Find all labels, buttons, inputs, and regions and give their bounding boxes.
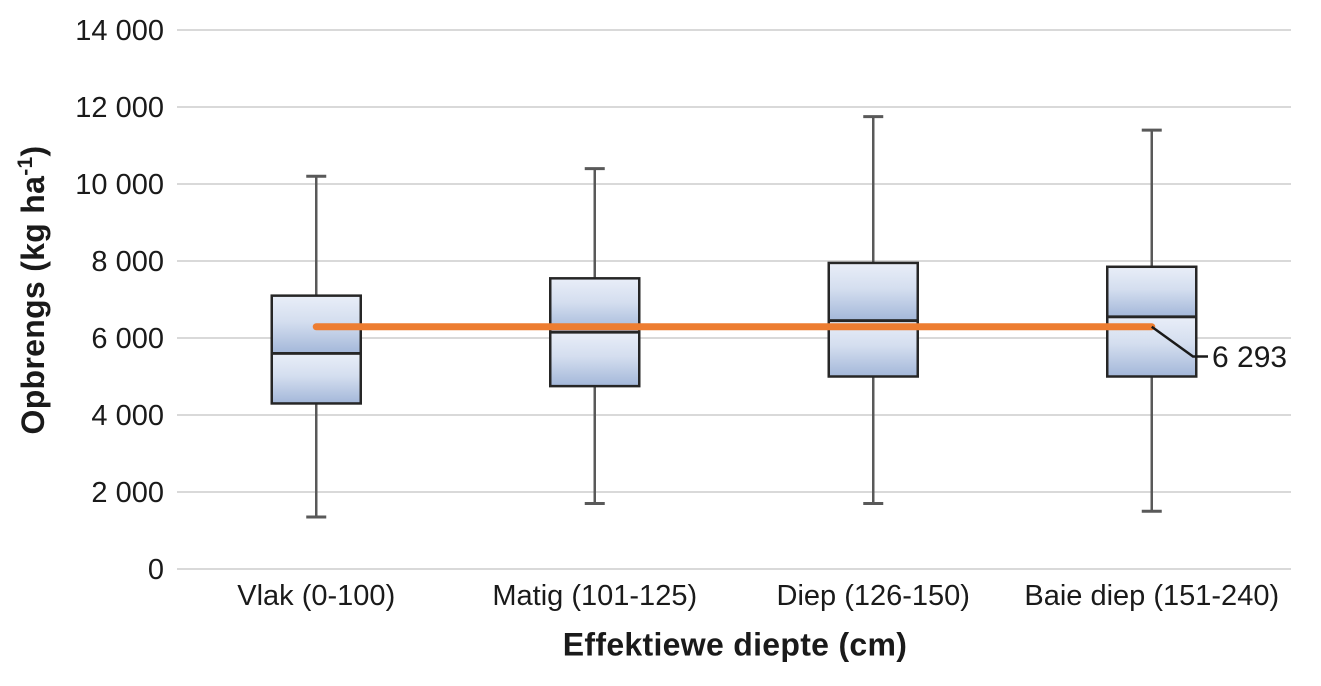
y-axis-title-text: Opbrengs (kg ha xyxy=(14,175,51,435)
x-axis-title: Effektiewe diepte (cm) xyxy=(562,626,908,663)
x-category-label: Diep (126-150) xyxy=(777,580,970,612)
y-tick-label: 2 000 xyxy=(91,477,164,509)
y-axis-title-superscript: -1 xyxy=(14,156,38,176)
y-axis-title: Opbrengs (kg ha-1) xyxy=(14,146,52,435)
y-tick-label: 0 xyxy=(148,554,164,586)
y-tick-label: 10 000 xyxy=(75,169,164,201)
box-upper-segment xyxy=(1106,265,1198,319)
y-tick-label: 4 000 xyxy=(91,400,164,432)
box-lower-segment xyxy=(270,352,362,405)
y-tick-label: 8 000 xyxy=(91,246,164,278)
y-tick-label: 6 000 xyxy=(91,323,164,355)
y-tick-label: 12 000 xyxy=(75,92,164,124)
box-lower-segment xyxy=(549,330,641,388)
y-axis-title-close: ) xyxy=(14,145,51,157)
box-upper-segment xyxy=(827,261,919,322)
x-category-label: Vlak (0-100) xyxy=(237,580,395,612)
mean-value-label: 6 293 xyxy=(1212,341,1287,374)
x-category-label: Matig (101-125) xyxy=(492,580,697,612)
y-tick-label: 14 000 xyxy=(75,15,164,47)
annotation-leader-line xyxy=(1151,325,1208,358)
x-category-label: Baie diep (151-240) xyxy=(1024,580,1279,612)
